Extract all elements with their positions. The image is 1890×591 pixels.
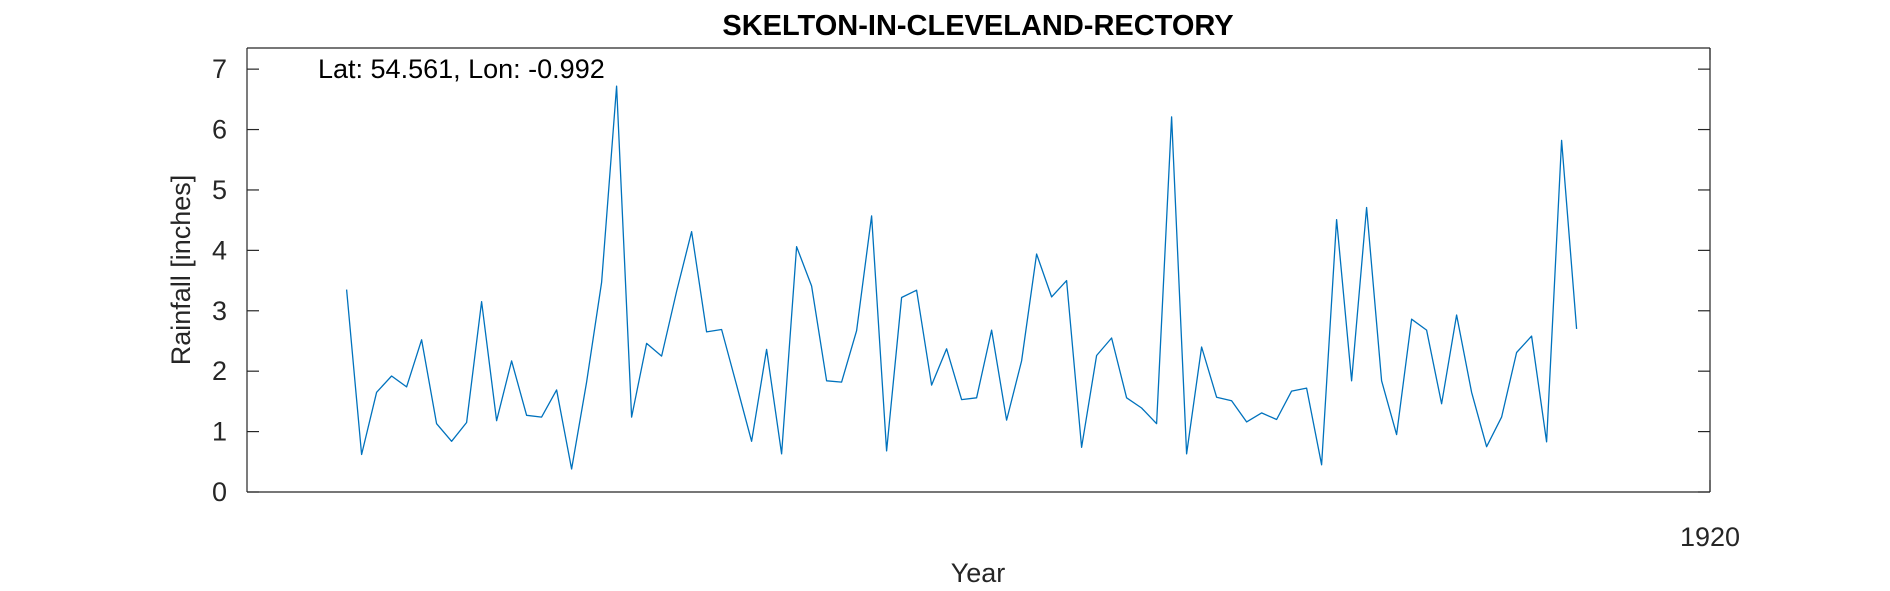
y-tick-label: 4 <box>212 235 227 265</box>
y-tick-label: 0 <box>212 477 227 507</box>
x-tick-label: 1920 <box>1680 522 1740 552</box>
y-tick-label: 5 <box>212 175 227 205</box>
series-layer <box>345 85 1578 470</box>
x-axis-label: Year <box>951 558 1006 588</box>
tick-labels: 0 1 2 3 4 5 6 7 1920 <box>212 54 1740 552</box>
y-tick-label: 6 <box>212 115 227 145</box>
y-tick-label: 1 <box>212 417 227 447</box>
y-tick-label: 7 <box>212 54 227 84</box>
tick-marks <box>247 48 1711 493</box>
y-tick-label: 2 <box>212 356 227 386</box>
chart-title: SKELTON-IN-CLEVELAND-RECTORY <box>722 10 1233 42</box>
y-axis-label: Rainfall [inches] <box>166 175 196 366</box>
rainfall-series-line <box>345 85 1578 470</box>
plot-frame <box>246 47 1711 493</box>
y-tick-label: 3 <box>212 296 227 326</box>
annotation-lat-lon: Lat: 54.561, Lon: -0.992 <box>318 54 605 84</box>
